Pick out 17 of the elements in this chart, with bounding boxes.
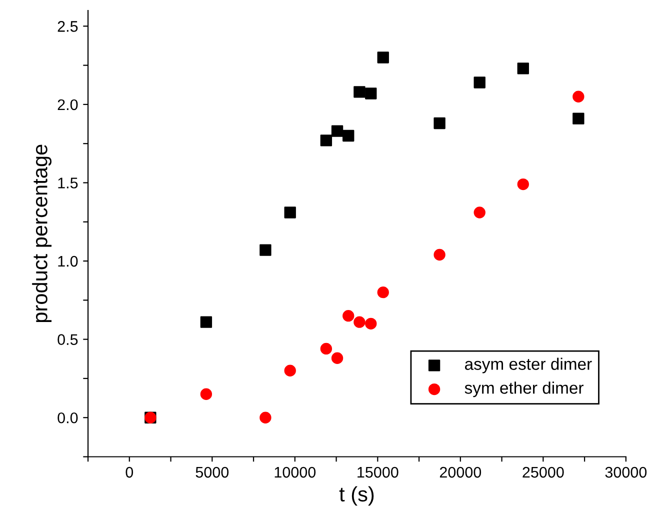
y-tick-label: 1.0: [58, 256, 78, 267]
y-tick-label: 0.0: [58, 412, 78, 424]
y-tick-label: 1.5: [58, 178, 78, 188]
x-tick-label: 15000: [358, 466, 398, 478]
y-tick-label: 2.5: [58, 21, 78, 32]
y-tick-label: 0.5: [58, 334, 78, 345]
y-axis-title: product percentage: [32, 144, 52, 322]
x-tick-label: 20000: [440, 466, 482, 478]
x-tick-label: 30000: [605, 466, 647, 478]
x-tick-label: 25000: [522, 466, 564, 478]
x-tick-label: 0: [126, 466, 134, 478]
y-tick-label: 2.0: [58, 99, 78, 110]
legend-label: sym ether dimer: [464, 382, 584, 398]
x-tick-label: 5000: [196, 466, 229, 478]
legend-label: asym ester dimer: [465, 358, 592, 374]
x-axis-title: t (s): [339, 486, 374, 506]
x-tick-label: 10000: [274, 466, 316, 478]
